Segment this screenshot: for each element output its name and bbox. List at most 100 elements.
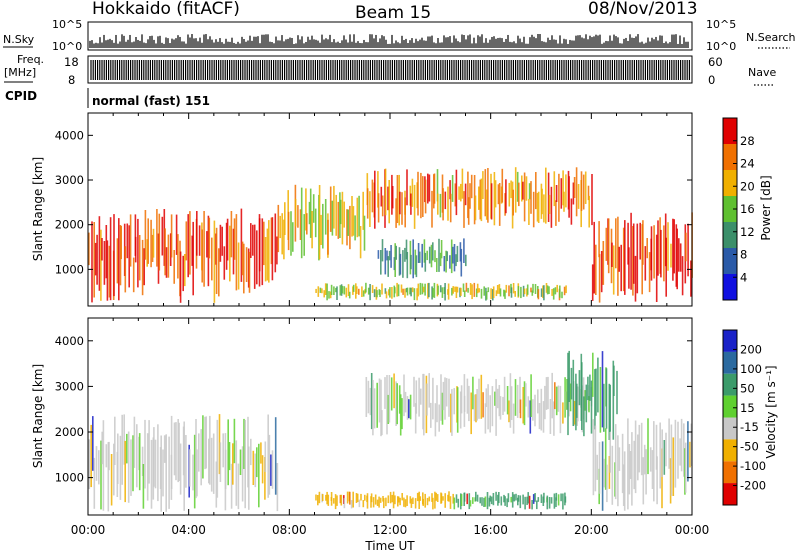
echo-mark [638, 424, 641, 473]
echo-region [591, 212, 693, 303]
echo-mark [494, 391, 496, 406]
echo-mark [198, 433, 200, 472]
echo-mark [358, 288, 360, 295]
echo-mark [343, 286, 346, 295]
echo-mark [381, 239, 384, 262]
echo-mark [394, 243, 396, 277]
echo-mark [416, 288, 418, 301]
echo-mark [248, 446, 250, 510]
echo-mark [413, 376, 415, 407]
echo-mark [563, 286, 566, 296]
echo-mark [333, 498, 335, 504]
echo-mark [480, 288, 483, 299]
echo-mark [608, 383, 611, 440]
echo-mark [566, 379, 568, 410]
echo-mark [424, 252, 427, 272]
echo-mark [472, 497, 474, 504]
echo-mark [405, 288, 408, 293]
echo-mark [679, 438, 681, 466]
echo-mark [169, 233, 172, 266]
echo-mark [485, 189, 488, 220]
echo-mark [531, 500, 533, 510]
echo-mark [325, 494, 327, 501]
echo-mark [376, 290, 378, 298]
echo-mark [256, 447, 258, 478]
echo-mark [362, 191, 364, 230]
echo-mark [108, 245, 111, 298]
echo-mark [656, 456, 658, 505]
echo-mark [241, 241, 244, 276]
echo-mark [410, 498, 413, 508]
echo-mark [532, 494, 535, 504]
echo-mark [317, 286, 320, 297]
echo-mark [129, 214, 132, 267]
echo-mark [512, 403, 515, 434]
echo-mark [143, 248, 145, 286]
velocity-ylabel: Slant Range [km] [31, 364, 45, 468]
echo-mark [385, 497, 387, 507]
echo-mark [493, 172, 496, 226]
echo-mark [215, 461, 218, 508]
echo-mark [401, 398, 403, 430]
echo-mark [454, 183, 457, 207]
echo-mark [192, 221, 194, 296]
echo-mark [490, 496, 493, 505]
x-tick-label: 04:00 [171, 523, 206, 537]
echo-mark [551, 372, 553, 419]
echo-mark [134, 214, 137, 256]
echo-mark [192, 454, 194, 491]
echo-mark [548, 194, 551, 214]
echo-mark [452, 246, 454, 264]
freq-trace [90, 60, 691, 80]
echo-mark [327, 219, 329, 255]
echo-mark [386, 250, 388, 261]
echo-mark [367, 380, 370, 414]
echo-mark [552, 288, 555, 300]
echo-mark [466, 493, 468, 505]
echo-mark [376, 382, 378, 428]
echo-mark [509, 373, 512, 428]
echo-mark [501, 168, 504, 203]
echo-mark [535, 172, 537, 210]
echo-mark [557, 385, 560, 412]
colorbar-tick-label: 200 [740, 342, 762, 356]
echo-mark [396, 175, 399, 223]
echo-mark [449, 180, 451, 200]
echo-mark [116, 238, 119, 284]
echo-mark [417, 243, 420, 263]
echo-mark [109, 217, 112, 301]
echo-mark [204, 416, 206, 470]
echo-mark [445, 250, 447, 273]
echo-mark [347, 284, 350, 296]
echo-mark [558, 173, 560, 222]
echo-mark [394, 495, 396, 505]
echo-mark [369, 284, 371, 301]
echo-mark [423, 239, 426, 263]
echo-mark [503, 494, 505, 503]
echo-mark [175, 214, 178, 255]
echo-mark [224, 449, 227, 490]
colorbar-swatch [723, 395, 737, 418]
echo-mark [472, 376, 474, 410]
echo-mark [478, 288, 480, 293]
echo-mark [455, 494, 458, 503]
echo-mark [518, 182, 520, 207]
echo-mark [351, 196, 353, 237]
echo-mark [397, 496, 400, 503]
echo-mark [414, 403, 417, 434]
echo-mark [198, 225, 201, 256]
echo-mark [608, 456, 611, 489]
echo-mark [598, 442, 601, 494]
nsky-panel [87, 21, 693, 51]
echo-mark [349, 205, 351, 250]
echo-mark [434, 403, 437, 437]
echo-mark [354, 215, 356, 241]
echo-mark [235, 214, 238, 291]
freq-panel [87, 55, 693, 84]
echo-mark [427, 283, 429, 299]
echo-mark [355, 493, 358, 503]
echo-mark [196, 211, 198, 256]
echo-mark [687, 223, 689, 277]
echo-mark [261, 218, 264, 286]
echo-mark [560, 493, 562, 502]
